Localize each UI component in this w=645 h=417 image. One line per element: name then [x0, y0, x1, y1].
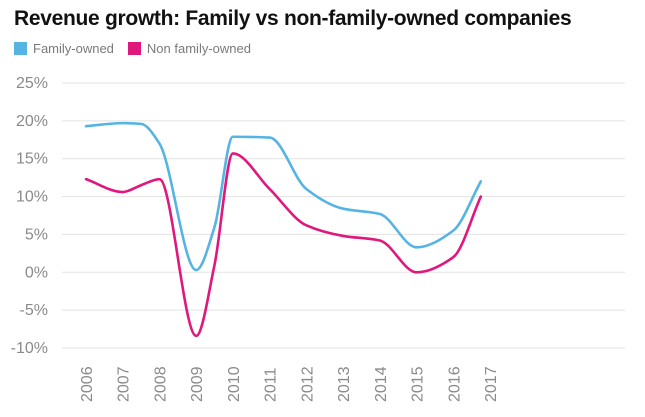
x-tick-label: 2007 [116, 366, 133, 402]
legend-label-family: Family-owned [33, 41, 114, 56]
x-tick-label: 2012 [299, 366, 316, 402]
y-tick-label: -5% [20, 302, 48, 319]
legend-swatch-non-family [127, 42, 141, 55]
y-tick-label: -10% [11, 340, 48, 357]
series-line-family [84, 121, 483, 272]
y-tick-label: 0% [25, 264, 48, 281]
x-tick-label: 2017 [483, 366, 500, 402]
chart-title: Revenue growth: Family vs non-family-own… [14, 7, 572, 30]
y-tick-label: 10% [16, 189, 48, 206]
x-tick-label: 2011 [263, 367, 280, 402]
legend-item-family: Family-owned [14, 41, 114, 56]
x-tick-label: 2008 [152, 366, 169, 402]
x-tick-label: 2016 [446, 366, 463, 402]
x-tick-label: 2014 [373, 366, 390, 402]
y-tick-label: 5% [25, 226, 48, 243]
x-tick-label: 2009 [189, 366, 206, 402]
y-tick-label: 15% [16, 151, 48, 168]
y-tick-label: 20% [16, 113, 48, 130]
legend-item-non-family: Non family-owned [127, 41, 251, 56]
legend-label-non-family: Non family-owned [146, 41, 251, 56]
x-tick-label: 2010 [226, 366, 243, 402]
series-line-non-family [84, 152, 483, 338]
y-tick-label: 25% [16, 75, 48, 92]
x-tick-label: 2006 [79, 366, 96, 402]
legend-swatch-family [14, 42, 27, 55]
legend: Family-owned Non family-owned [14, 41, 265, 56]
x-tick-label: 2015 [410, 366, 427, 402]
x-tick-label: 2013 [336, 366, 353, 402]
